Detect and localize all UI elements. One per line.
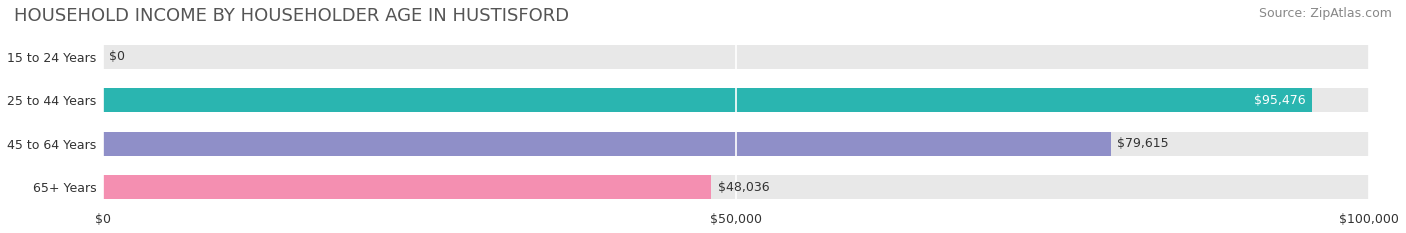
Bar bbox=[103, 88, 1312, 112]
Bar bbox=[103, 132, 1111, 156]
Bar bbox=[103, 45, 1369, 69]
Text: Source: ZipAtlas.com: Source: ZipAtlas.com bbox=[1258, 7, 1392, 20]
Text: $48,036: $48,036 bbox=[717, 181, 769, 194]
Bar bbox=[103, 132, 1369, 156]
Text: $0: $0 bbox=[110, 50, 125, 63]
Text: $79,615: $79,615 bbox=[1118, 137, 1168, 150]
Text: $95,476: $95,476 bbox=[1254, 94, 1306, 107]
Text: HOUSEHOLD INCOME BY HOUSEHOLDER AGE IN HUSTISFORD: HOUSEHOLD INCOME BY HOUSEHOLDER AGE IN H… bbox=[14, 7, 569, 25]
Bar bbox=[103, 175, 711, 199]
Bar bbox=[103, 88, 1369, 112]
Bar bbox=[103, 175, 1369, 199]
